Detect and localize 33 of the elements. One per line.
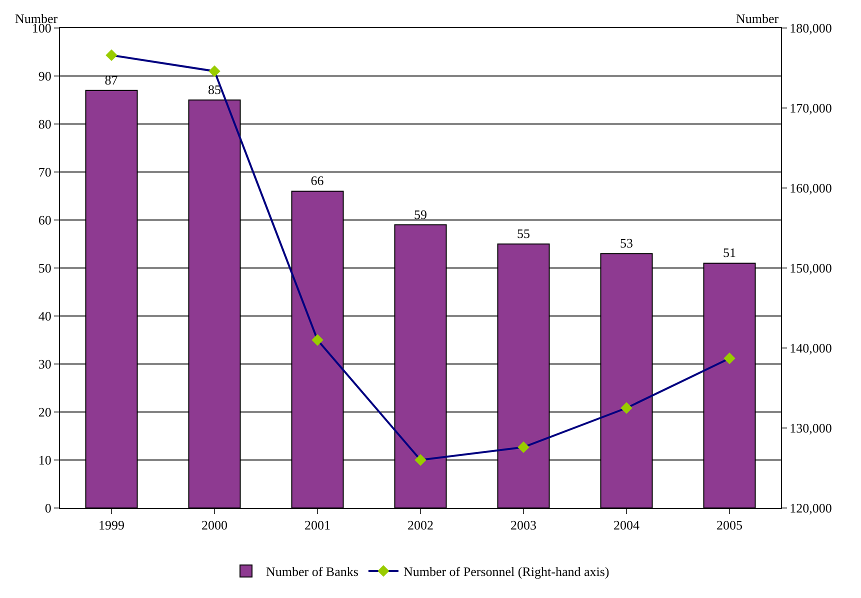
y2-tick-label: 120,000 <box>790 500 832 516</box>
y2-tick-label: 140,000 <box>790 340 832 356</box>
x-tick-label: 2003 <box>510 518 536 533</box>
x-tick-label: 2000 <box>202 518 228 533</box>
y2-tick-label: 150,000 <box>790 260 832 276</box>
y-tick-label: 80 <box>38 116 52 132</box>
x-tick-label: 2001 <box>304 518 330 533</box>
x-tick-label: 2004 <box>614 518 640 533</box>
y2-axis-title: Number <box>736 11 780 26</box>
data-label: 51 <box>723 245 736 260</box>
x-tick-label: 2005 <box>716 518 742 533</box>
data-label: 59 <box>414 206 427 222</box>
y-tick-label: 60 <box>38 212 52 228</box>
y2-tick-label: 130,000 <box>790 420 832 436</box>
data-label: 53 <box>620 236 633 251</box>
y-tick-label: 10 <box>38 452 52 468</box>
y2-tick-label: 180,000 <box>790 20 832 36</box>
y-tick-label: 90 <box>38 68 52 84</box>
x-tick-label: 2002 <box>408 518 434 533</box>
y-tick-label: 50 <box>38 260 52 276</box>
data-label: 66 <box>310 173 324 188</box>
y-tick-label: 70 <box>38 164 52 180</box>
y-tick-label: 40 <box>38 308 52 324</box>
y2-tick-label: 170,000 <box>790 100 832 116</box>
data-label: 85 <box>208 82 221 97</box>
y2-tick-label: 160,000 <box>790 180 832 196</box>
data-label: 55 <box>517 226 530 241</box>
y-tick-label: 20 <box>38 404 52 420</box>
legend-label: Number of Banks <box>266 564 358 580</box>
legend-label: Number of Personnel (Right-hand axis) <box>403 564 610 580</box>
y-tick-label: 30 <box>38 356 52 372</box>
y-tick-label: 0 <box>44 500 52 516</box>
x-tick-label: 1999 <box>98 518 124 533</box>
